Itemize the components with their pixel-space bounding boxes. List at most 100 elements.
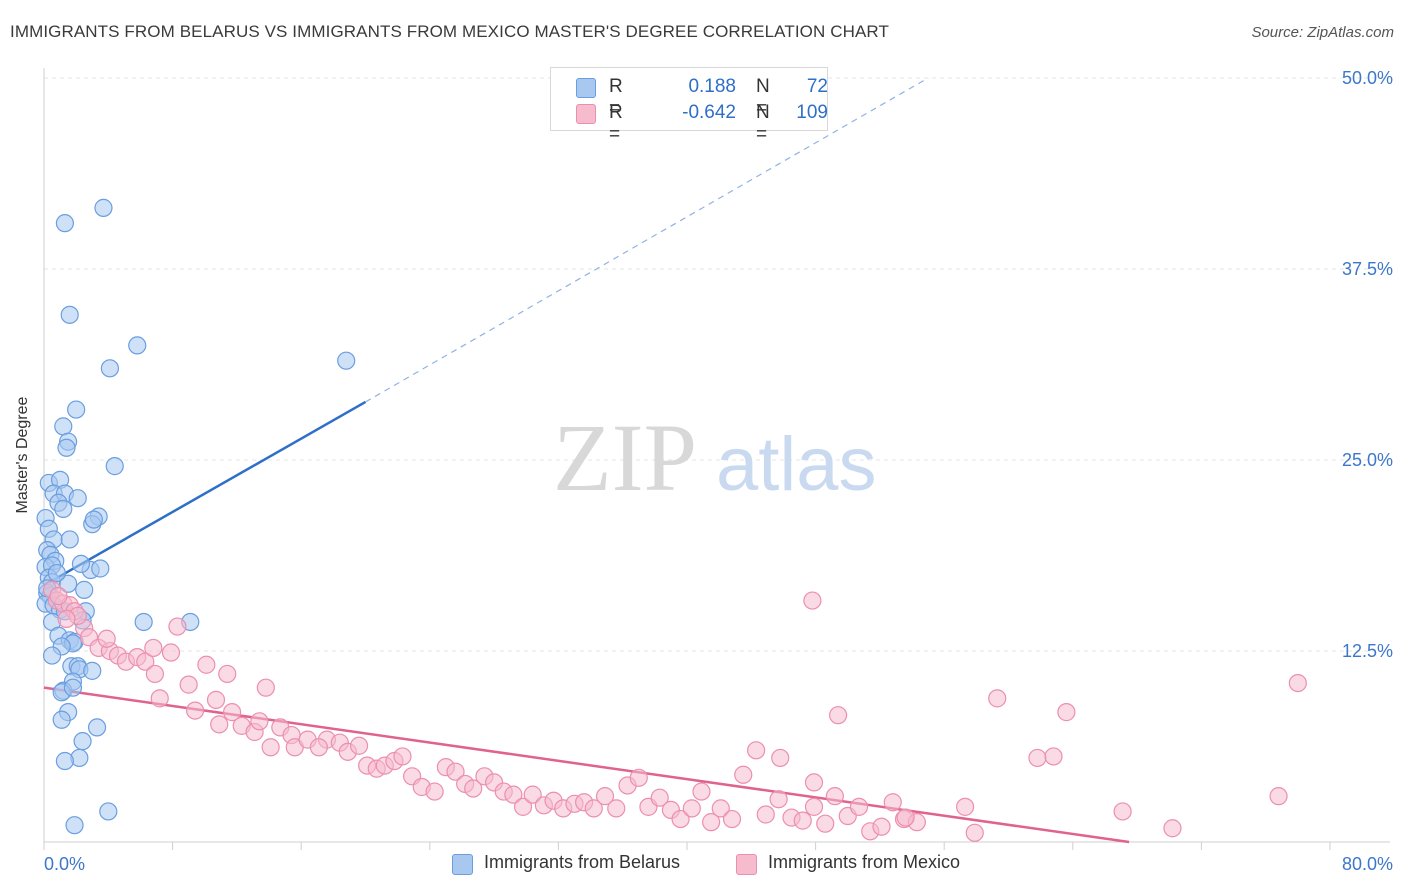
point-mexico xyxy=(804,797,824,816)
point-mexico xyxy=(702,813,721,832)
legend-r-label: R = xyxy=(609,102,623,145)
point-mexico xyxy=(504,785,523,804)
point-mexico xyxy=(144,638,163,658)
point-belarus xyxy=(47,563,66,583)
point-belarus xyxy=(71,554,91,574)
point-belarus xyxy=(57,438,76,457)
chart-title: IMMIGRANTS FROM BELARUS VS IMMIGRANTS FR… xyxy=(10,22,889,41)
legend-swatch-belarus xyxy=(576,78,596,98)
point-belarus xyxy=(91,559,110,578)
legend-r-value: -0.642 xyxy=(682,102,736,123)
point-belarus xyxy=(65,816,84,835)
bottom-legend-label-belarus: Immigrants from Belarus xyxy=(484,852,681,872)
point-mexico xyxy=(168,617,187,636)
point-belarus xyxy=(55,214,74,233)
point-belarus xyxy=(83,661,102,680)
point-mexico xyxy=(145,664,165,684)
point-mexico xyxy=(150,689,169,708)
bottom-legend-label-mexico: Immigrants from Mexico xyxy=(768,852,961,872)
watermark-zip: ZIP xyxy=(553,404,697,511)
point-belarus xyxy=(94,198,113,217)
point-mexico xyxy=(136,652,155,671)
data-points xyxy=(36,198,1307,842)
point-belarus xyxy=(54,499,73,518)
point-belarus xyxy=(128,336,147,355)
point-mexico xyxy=(816,814,835,833)
point-belarus xyxy=(59,574,78,593)
legend-r-value: 0.188 xyxy=(688,76,736,97)
point-mexico xyxy=(261,738,280,757)
point-mexico xyxy=(883,793,902,812)
point-mexico xyxy=(349,736,369,755)
point-belarus xyxy=(105,457,124,476)
point-mexico xyxy=(629,768,648,787)
point-mexico xyxy=(186,701,205,720)
point-belarus xyxy=(60,530,79,549)
point-belarus xyxy=(63,678,83,697)
legend-n-label: N = xyxy=(756,102,770,145)
point-mexico xyxy=(1057,703,1076,722)
point-mexico xyxy=(756,805,775,824)
legend-n-value: 109 xyxy=(796,102,828,123)
point-belarus xyxy=(75,580,94,599)
point-mexico xyxy=(872,817,891,836)
point-mexico xyxy=(179,675,198,694)
x-tick-label-max: 80.0% xyxy=(1342,854,1393,874)
legend-swatch-mexico xyxy=(576,104,596,124)
point-mexico xyxy=(747,741,766,760)
point-belarus xyxy=(87,718,107,737)
point-belarus xyxy=(55,751,74,771)
y-tick-label: 25.0% xyxy=(1342,450,1393,470)
point-mexico xyxy=(256,678,275,697)
point-mexico xyxy=(49,586,68,606)
point-mexico xyxy=(965,823,984,842)
point-mexico xyxy=(1028,748,1047,768)
point-mexico xyxy=(584,799,603,818)
y-tick-label: 37.5% xyxy=(1342,259,1393,279)
point-mexico xyxy=(250,712,269,731)
legend-n-label: N = xyxy=(756,76,770,119)
point-mexico xyxy=(210,715,229,734)
legend-r-label: R = xyxy=(609,76,623,119)
point-belarus xyxy=(134,612,153,632)
point-mexico xyxy=(1113,802,1132,821)
point-mexico xyxy=(523,785,542,804)
point-mexico xyxy=(825,787,844,806)
point-belarus xyxy=(68,489,87,508)
tick-labels: 12.5% 25.0% 37.5% 50.0% 0.0% 80.0% xyxy=(44,68,1393,874)
point-mexico xyxy=(804,773,824,792)
stats-legend: R = 0.188 N = 72 R = -0.642 N = 109 xyxy=(550,67,828,145)
point-mexico xyxy=(803,591,822,610)
point-mexico xyxy=(393,747,412,766)
point-mexico xyxy=(218,664,237,684)
y-tick-label: 12.5% xyxy=(1342,641,1393,661)
y-tick-label: 50.0% xyxy=(1342,68,1393,88)
point-belarus xyxy=(73,732,92,751)
bottom-legend-swatch-mexico xyxy=(736,854,757,875)
point-mexico xyxy=(1044,747,1063,766)
trendline-belarus xyxy=(43,400,367,587)
trendline-belarus-extension xyxy=(365,77,929,403)
point-mexico xyxy=(849,797,869,816)
point-mexico xyxy=(771,748,790,768)
point-mexico xyxy=(793,811,812,830)
point-mexico xyxy=(692,782,711,801)
point-mexico xyxy=(1288,673,1307,693)
bottom-legend-swatch-belarus xyxy=(452,854,473,875)
point-mexico xyxy=(711,799,730,818)
point-belarus xyxy=(42,646,62,665)
point-mexico xyxy=(513,797,533,816)
point-mexico xyxy=(425,782,444,801)
point-mexico xyxy=(955,797,975,816)
x-tick-label-min: 0.0% xyxy=(44,854,85,874)
point-mexico xyxy=(769,790,788,809)
point-belarus xyxy=(67,400,86,419)
point-mexico xyxy=(607,799,626,818)
axes xyxy=(43,68,1390,850)
point-mexico xyxy=(734,765,753,784)
point-belarus xyxy=(54,417,73,436)
point-mexico xyxy=(222,703,242,722)
grid-lines xyxy=(44,77,1390,652)
watermark-atlas: atlas xyxy=(716,422,877,507)
